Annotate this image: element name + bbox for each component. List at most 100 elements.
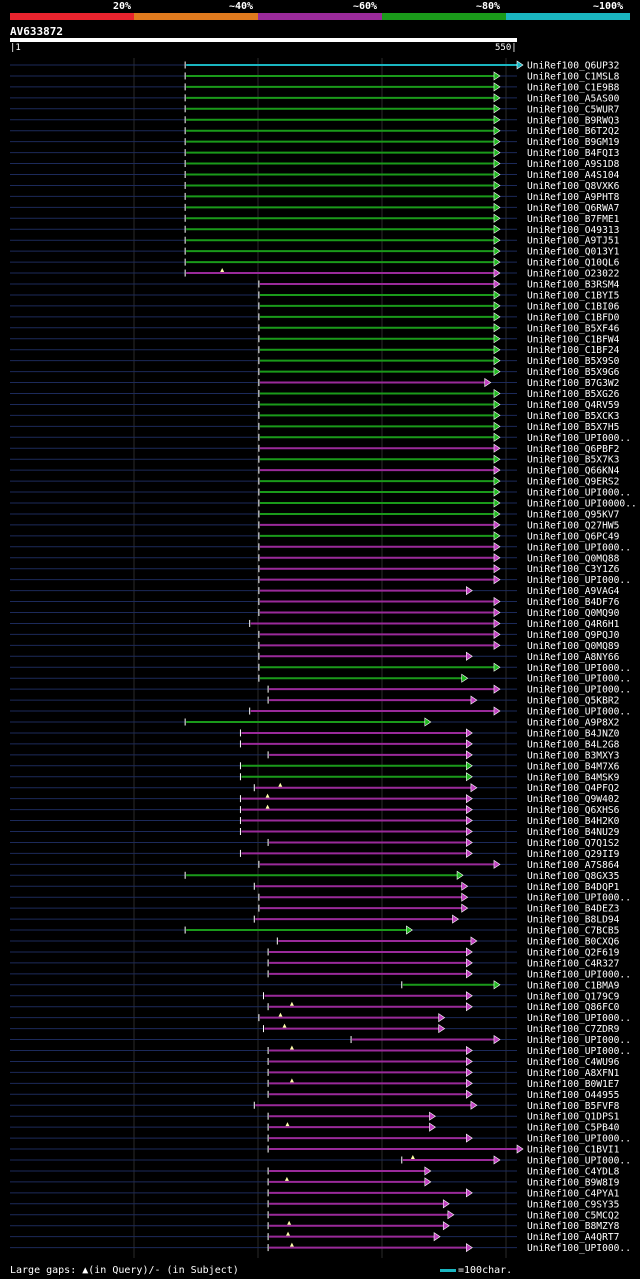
hit-label[interactable]: UniRef100_C5WUR7 (527, 104, 620, 115)
hit-label[interactable]: UniRef100_Q6PBF2 (527, 444, 619, 455)
hit-label[interactable]: UniRef100_C7ZDR9 (527, 1024, 620, 1035)
hit-row[interactable]: UniRef100_O23022 (10, 268, 619, 280)
hit-row[interactable]: UniRef100_Q2F619 (10, 947, 620, 958)
hit-label[interactable]: UniRef100_A9PHT8 (527, 192, 620, 203)
hit-row[interactable]: UniRef100_UPI000.. (10, 684, 631, 696)
hit-label[interactable]: UniRef100_Q013Y1 (527, 247, 620, 258)
hit-label[interactable]: UniRef100_A9S1D8 (527, 159, 620, 170)
hit-row[interactable]: UniRef100_C1BFD0 (10, 312, 620, 323)
hit-row[interactable]: UniRef100_A8NY66 (10, 651, 620, 663)
hit-row[interactable]: UniRef100_Q4PFQ2 (10, 782, 619, 795)
hit-row[interactable]: UniRef100_UPI000.. (10, 575, 631, 586)
hit-row[interactable]: UniRef100_Q95KV7 (10, 509, 620, 520)
hit-label[interactable]: UniRef100_C1E9B8 (527, 82, 620, 93)
hit-row[interactable]: UniRef100_B3MXY3 (10, 750, 620, 761)
hit-label[interactable]: UniRef100_Q1DPS1 (527, 1112, 620, 1123)
hit-label[interactable]: UniRef100_B4MSK9 (527, 772, 620, 783)
hit-label[interactable]: UniRef100_A4QRT7 (527, 1232, 620, 1243)
hit-row[interactable]: UniRef100_A9VAG4 (10, 586, 620, 597)
hit-row[interactable]: UniRef100_A9PHT8 (10, 191, 620, 203)
hit-row[interactable]: UniRef100_C1MSL8 (10, 71, 620, 82)
hit-label[interactable]: UniRef100_Q10QL6 (527, 258, 620, 269)
hit-label[interactable]: UniRef100_C9SY35 (527, 1199, 619, 1210)
hit-row[interactable]: UniRef100_Q6RWA7 (10, 202, 620, 214)
hit-label[interactable]: UniRef100_A8XFN1 (527, 1068, 620, 1079)
hit-row[interactable]: UniRef100_Q1DPS1 (10, 1111, 620, 1123)
hit-label[interactable]: UniRef100_C7BCB5 (527, 926, 619, 937)
hit-row[interactable]: UniRef100_Q6PC49 (10, 531, 620, 542)
hit-row[interactable]: UniRef100_B4L2G8 (10, 739, 620, 750)
hit-label[interactable]: UniRef100_B0CXQ6 (527, 937, 620, 948)
hit-label[interactable]: UniRef100_B8MZY8 (527, 1221, 620, 1232)
hit-row[interactable]: UniRef100_A9TJ51 (10, 235, 620, 247)
hit-row[interactable]: UniRef100_Q86FC0 (10, 1001, 620, 1014)
hit-label[interactable]: UniRef100_C3Y1Z6 (527, 564, 620, 575)
hit-row[interactable]: UniRef100_B7FME1 (10, 213, 620, 225)
hit-label[interactable]: UniRef100_UPI0000.. (527, 499, 637, 510)
hit-row[interactable]: UniRef100_Q0MQ89 (10, 640, 620, 652)
hit-label[interactable]: UniRef100_UPI000.. (527, 1243, 631, 1254)
hit-row[interactable]: UniRef100_B9W8I9 (10, 1176, 620, 1189)
hit-label[interactable]: UniRef100_Q8VXK6 (527, 181, 620, 192)
hit-row[interactable]: UniRef100_B8MZY8 (10, 1220, 620, 1233)
hit-label[interactable]: UniRef100_Q8GX35 (527, 871, 619, 882)
hit-label[interactable]: UniRef100_B4NU29 (527, 827, 620, 838)
hit-label[interactable]: UniRef100_C1BVI1 (527, 1145, 620, 1156)
hit-row[interactable]: UniRef100_Q179C9 (10, 991, 620, 1002)
hit-row[interactable]: UniRef100_C4PYA1 (10, 1188, 620, 1199)
hit-label[interactable]: UniRef100_A9VAG4 (527, 586, 620, 597)
hit-row[interactable]: UniRef100_C1BVI1 (10, 1144, 620, 1156)
hit-row[interactable]: UniRef100_B8LD94 (10, 914, 620, 926)
hit-row[interactable]: UniRef100_B3RSM4 (10, 279, 620, 291)
hit-row[interactable]: UniRef100_C9SY35 (10, 1199, 619, 1210)
hit-label[interactable]: UniRef100_B9W8I9 (527, 1177, 620, 1188)
hit-label[interactable]: UniRef100_UPI000.. (527, 685, 631, 696)
hit-label[interactable]: UniRef100_B5X7H5 (527, 422, 619, 433)
hit-label[interactable]: UniRef100_C5MCQ2 (527, 1210, 619, 1221)
hit-label[interactable]: UniRef100_B4JNZ0 (527, 728, 620, 739)
hit-row[interactable]: UniRef100_A8XFN1 (10, 1067, 620, 1079)
hit-label[interactable]: UniRef100_A8NY66 (527, 652, 620, 663)
hit-row[interactable]: UniRef100_Q6XHS6 (10, 804, 620, 817)
hit-label[interactable]: UniRef100_C4PYA1 (527, 1188, 620, 1199)
hit-row[interactable]: UniRef100_B4DQP1 (10, 881, 620, 893)
hit-label[interactable]: UniRef100_B5XCK3 (527, 411, 620, 422)
hit-row[interactable]: UniRef100_B5X9S0 (10, 356, 620, 367)
hit-label[interactable]: UniRef100_Q0MQ90 (527, 608, 620, 619)
hit-label[interactable]: UniRef100_B9RWQ3 (527, 115, 620, 126)
hit-label[interactable]: UniRef100_B3MXY3 (527, 750, 620, 761)
hit-row[interactable]: UniRef100_Q9PQJ0 (10, 629, 620, 641)
hit-row[interactable]: UniRef100_UPI000.. (10, 487, 631, 499)
hit-label[interactable]: UniRef100_C1MSL8 (527, 71, 620, 82)
hit-row[interactable]: UniRef100_B7G3W2 (10, 377, 619, 389)
hit-row[interactable]: UniRef100_UPI000.. (10, 432, 631, 444)
hit-label[interactable]: UniRef100_C1BI06 (527, 301, 620, 312)
hit-row[interactable]: UniRef100_B4DF76 (10, 596, 620, 608)
hit-row[interactable]: UniRef100_UPI000.. (10, 662, 631, 674)
hit-label[interactable]: UniRef100_B4DF76 (527, 597, 620, 608)
hit-row[interactable]: UniRef100_UPI000.. (10, 706, 631, 718)
hit-label[interactable]: UniRef100_UPI000.. (527, 488, 631, 499)
hit-label[interactable]: UniRef100_Q0MQ88 (527, 553, 620, 564)
hit-label[interactable]: UniRef100_B4H2K0 (527, 816, 620, 827)
hit-row[interactable]: UniRef100_A7S864 (10, 859, 620, 871)
hit-label[interactable]: UniRef100_Q29II9 (527, 849, 620, 860)
hit-label[interactable]: UniRef100_Q4PFQ2 (527, 783, 619, 794)
hit-row[interactable]: UniRef100_C1BYI5 (10, 290, 619, 301)
hit-label[interactable]: UniRef100_B5XG26 (527, 389, 620, 400)
hit-row[interactable]: UniRef100_B4NU29 (10, 826, 620, 838)
hit-label[interactable]: UniRef100_B5XF46 (527, 323, 620, 334)
hit-label[interactable]: UniRef100_B3RSM4 (527, 280, 620, 291)
hit-label[interactable]: UniRef100_Q9ERS2 (527, 477, 619, 488)
hit-row[interactable]: UniRef100_Q9ERS2 (10, 476, 619, 488)
hit-row[interactable]: UniRef100_B4DEZ3 (10, 903, 620, 915)
hit-row[interactable]: UniRef100_C1E9B8 (10, 82, 620, 93)
hit-label[interactable]: UniRef100_B5X7K3 (527, 455, 620, 466)
hit-label[interactable]: UniRef100_Q2F619 (527, 947, 620, 958)
hit-label[interactable]: UniRef100_B8LD94 (527, 915, 620, 926)
hit-label[interactable]: UniRef100_B4FQI3 (527, 148, 620, 159)
hit-row[interactable]: UniRef100_C1BFW4 (10, 334, 620, 345)
hit-label[interactable]: UniRef100_Q0MQ89 (527, 641, 620, 652)
hit-label[interactable]: UniRef100_UPI000.. (527, 1035, 631, 1046)
hit-row[interactable]: UniRef100_C1BI06 (10, 301, 620, 312)
